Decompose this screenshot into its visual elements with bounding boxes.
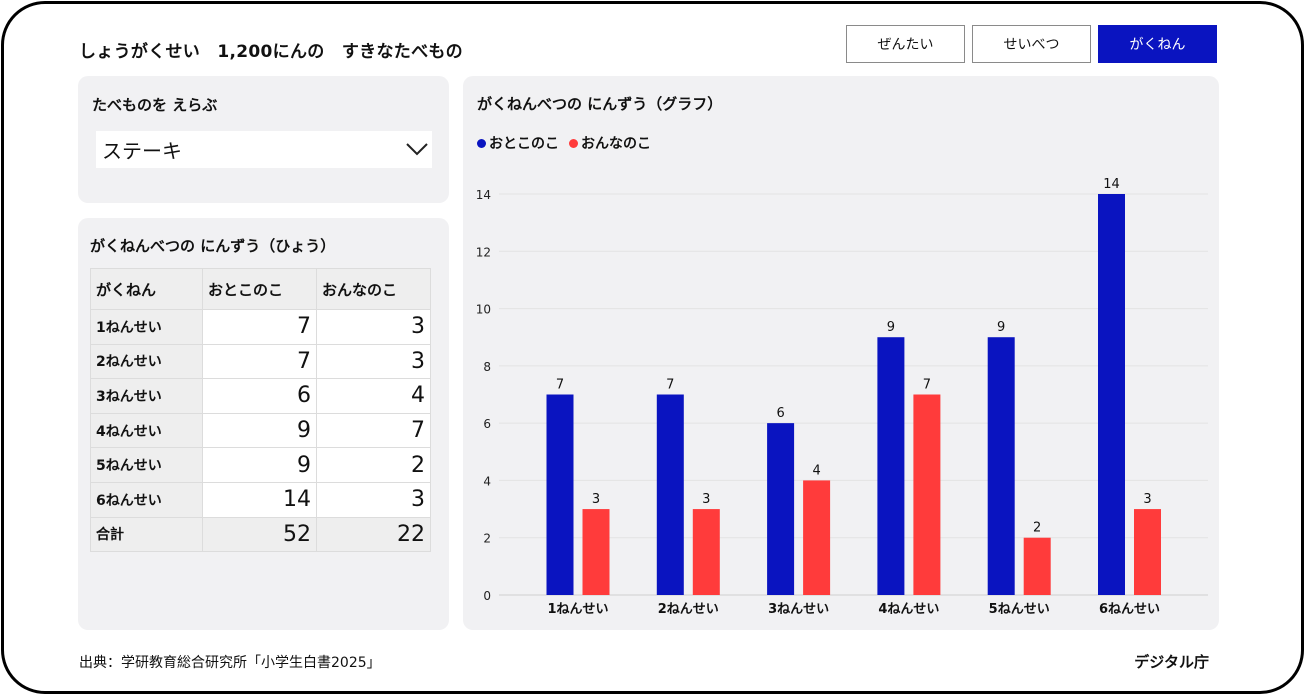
bar-boys: [767, 423, 795, 595]
bar-boys: [987, 337, 1015, 595]
chevron-down-icon: [406, 143, 428, 156]
bar-boys: [546, 394, 574, 595]
view-tabs: ぜんたい せいべつ がくねん: [846, 25, 1217, 63]
total-boys: 52: [202, 516, 317, 553]
table-row: 5ねんせい 9 2: [90, 447, 431, 483]
table-row: 3ねんせい 6 4: [90, 378, 431, 414]
row-girls: 3: [316, 309, 431, 345]
data-label: 14: [1103, 177, 1120, 192]
data-label: 3: [702, 492, 710, 507]
grade-chart-panel: がくねんべつの にんずう（グラフ） おとこのこ おんなのこ 0 2 4 6 8 10 12 1…: [463, 76, 1219, 630]
data-label: 6: [776, 406, 784, 421]
y-tick-label: 6: [483, 417, 491, 431]
row-boys: 14: [202, 481, 317, 518]
row-boys: 6: [202, 378, 317, 414]
y-tick-label: 12: [476, 245, 491, 259]
source-note: 出典：学研教育総合研究所「小学生白書2025」: [79, 655, 381, 671]
y-tick-label: 14: [476, 188, 491, 202]
row-grade: 1ねんせい: [90, 309, 203, 345]
row-boys: 7: [202, 309, 317, 345]
total-label: 合計: [90, 516, 203, 553]
grade-table: がくねん おとこのこ おんなのこ 1ねんせい 7 3 2ねんせい 7 3 3ねん…: [90, 268, 431, 553]
data-label: 7: [923, 378, 931, 393]
legend-label-boys: おとこのこ: [489, 136, 559, 152]
table-row: 4ねんせい 9 7: [90, 412, 431, 449]
table-total-row: 合計 52 22: [90, 516, 431, 553]
food-select[interactable]: ステーキ: [96, 131, 432, 168]
row-girls: 3: [316, 481, 431, 518]
column-header-girls: おんなのこ: [316, 268, 431, 310]
data-label: 3: [592, 492, 600, 507]
x-tick-label: 1ねんせい: [547, 602, 608, 617]
y-tick-label: 4: [483, 474, 491, 488]
bar-boys: [656, 394, 684, 595]
row-girls: 2: [316, 447, 431, 483]
bar-girls: [1134, 509, 1161, 595]
grade-table-panel: がくねんべつの にんずう（ひょう） がくねん おとこのこ おんなのこ 1ねんせい…: [78, 218, 449, 630]
y-tick-label: 0: [483, 589, 491, 603]
x-tick-label: 2ねんせい: [658, 602, 719, 617]
row-grade: 5ねんせい: [90, 447, 203, 483]
row-girls: 7: [316, 412, 431, 449]
row-girls: 3: [316, 343, 431, 380]
table-header-row: がくねん おとこのこ おんなのこ: [90, 268, 431, 310]
grade-table-heading: がくねんべつの にんずう（ひょう）: [90, 237, 336, 255]
food-selector-heading: たべものを えらぶ: [92, 96, 218, 114]
row-grade: 2ねんせい: [90, 343, 203, 380]
row-grade: 3ねんせい: [90, 378, 203, 414]
row-grade: 6ねんせい: [90, 481, 203, 518]
tab-gender[interactable]: せいべつ: [972, 25, 1091, 63]
bar-chart: 0 2 4 6 8 10 12 14 7 3 1ねんせい 7 3 2ねんせい 6 4 3ねんせい 9 7 4ねんせい 9…: [476, 177, 1208, 617]
legend-dot-boys: [477, 138, 486, 148]
bar-girls: [1023, 537, 1051, 595]
table-row: 6ねんせい 14 3: [90, 481, 431, 518]
bar-girls: [803, 480, 831, 595]
x-tick-label: 4ねんせい: [878, 602, 939, 617]
x-tick-label: 3ねんせい: [768, 602, 829, 617]
brand-logo: デジタル庁: [1134, 653, 1209, 671]
grade-chart-heading: がくねんべつの にんずう（グラフ）: [477, 95, 723, 113]
bar-girls: [582, 509, 610, 595]
data-label: 7: [666, 378, 674, 393]
data-label: 7: [556, 378, 564, 393]
data-label: 9: [997, 320, 1005, 335]
x-tick-label: 6ねんせい: [1099, 602, 1160, 617]
bar-girls: [692, 509, 720, 595]
total-girls: 22: [316, 516, 431, 553]
column-header-grade: がくねん: [90, 268, 203, 310]
legend-label-girls: おんなのこ: [581, 136, 651, 152]
y-tick-label: 8: [483, 360, 491, 374]
data-label: 3: [1143, 492, 1151, 507]
page-title: しょうがくせい 1,200にんの すきなたべもの: [79, 42, 463, 62]
chart-legend: おとこのこ おんなのこ: [477, 133, 651, 153]
food-selector-panel: たべものを えらぶ ステーキ: [78, 76, 449, 203]
row-girls: 4: [316, 378, 431, 414]
data-label: 4: [812, 463, 820, 478]
y-tick-label: 2: [483, 532, 491, 546]
table-row: 2ねんせい 7 3: [90, 343, 431, 380]
table-row: 1ねんせい 7 3: [90, 309, 431, 345]
column-header-boys: おとこのこ: [202, 268, 317, 310]
tab-grade[interactable]: がくねん: [1098, 25, 1217, 63]
legend-item-girls: おんなのこ: [569, 133, 651, 153]
bar-boys: [877, 337, 905, 595]
bar-girls: [913, 394, 941, 595]
x-tick-label: 5ねんせい: [989, 602, 1050, 617]
bar-boys: [1098, 194, 1125, 595]
row-boys: 7: [202, 343, 317, 380]
row-grade: 4ねんせい: [90, 412, 203, 449]
legend-dot-girls: [569, 138, 578, 148]
data-label: 2: [1033, 521, 1041, 536]
row-boys: 9: [202, 412, 317, 449]
tab-overall[interactable]: ぜんたい: [846, 25, 965, 63]
row-boys: 9: [202, 447, 317, 483]
food-select-value: ステーキ: [102, 139, 182, 163]
data-label: 9: [887, 320, 895, 335]
y-tick-label: 10: [476, 303, 491, 317]
legend-item-boys: おとこのこ: [477, 133, 559, 153]
